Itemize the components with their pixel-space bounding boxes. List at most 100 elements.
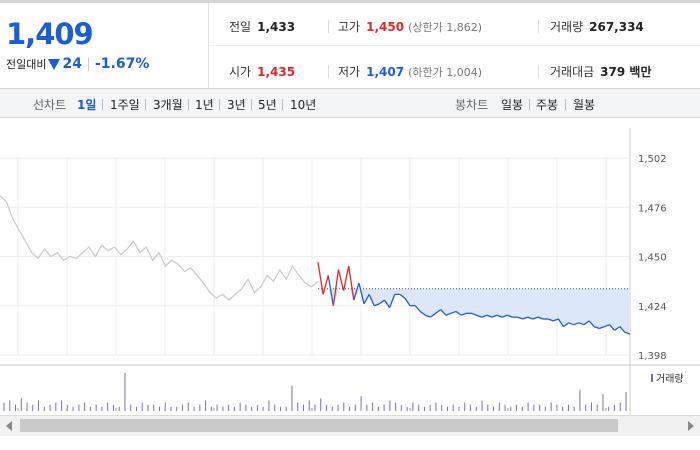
quote-summary: 1,409 전일대비 24 -1.67% 전일 1,433 고가 1,450 (상한가… [0, 0, 700, 88]
today-line-segment [322, 275, 329, 295]
low-price: 저가 1,407 (하한가 1,004) [338, 63, 482, 80]
change-label: 전일대비 [6, 58, 47, 71]
today-line-segment [578, 322, 585, 326]
candle-chart-label: 봉차트 [455, 98, 489, 112]
high-label: 고가 [338, 20, 361, 34]
divider [102, 99, 103, 110]
today-line-segment [435, 309, 442, 314]
tab-1y[interactable]: 1년 [195, 98, 214, 112]
volume-legend: 거래량 [656, 373, 684, 385]
today-line-segment [374, 303, 380, 307]
today-line-segment [604, 324, 610, 328]
today-line-segment [353, 282, 360, 301]
current-price: 1,409 [6, 17, 94, 51]
today-line-segment [414, 305, 421, 312]
today-line-segment [547, 318, 554, 322]
price-box: 1,409 전일대비 24 -1.67% [0, 3, 209, 88]
y-tick-label: 1,502 [638, 154, 667, 165]
today-line-segment [450, 310, 457, 314]
today-line-segment [378, 299, 385, 305]
volume-value: 267,334 [589, 20, 644, 34]
today-line-segment [496, 314, 503, 318]
today-line-segment [599, 325, 605, 330]
today-line-segment [455, 310, 462, 316]
chart-scrollbar[interactable] [0, 415, 700, 436]
divider [328, 20, 329, 33]
today-line-segment [557, 318, 565, 327]
tab-3y[interactable]: 3년 [227, 98, 246, 112]
today-line-segment [471, 312, 477, 316]
divider [538, 65, 539, 78]
divider [87, 57, 89, 71]
today-line-segment [614, 326, 621, 331]
history-line [0, 195, 319, 301]
tab-10y[interactable]: 10년 [290, 98, 317, 112]
today-line-segment [368, 294, 375, 307]
below-prev-close-area [318, 288, 630, 335]
high-value: 1,450 [366, 20, 405, 34]
volume: 거래량 267,334 [550, 18, 644, 35]
today-line-segment [342, 265, 350, 291]
today-line-segment [532, 316, 539, 320]
today-line-segment [588, 320, 595, 328]
scroll-thumb[interactable] [20, 419, 618, 432]
y-tick-label: 1,476 [638, 203, 667, 214]
today-line-segment [363, 294, 370, 305]
divider [219, 99, 220, 110]
today-line-segment [481, 314, 488, 318]
turnover-label: 거래대금 [550, 65, 595, 79]
volume-label: 거래량 [550, 20, 584, 34]
today-line-segment [460, 312, 467, 316]
change-percent: -1.67% [94, 56, 150, 72]
change-amount: 24 [62, 56, 82, 72]
scroll-left-arrow-icon[interactable] [6, 421, 12, 431]
divider [282, 99, 283, 110]
today-line-segment [619, 326, 626, 333]
today-line-segment [517, 316, 523, 320]
today-line-segment [563, 322, 570, 328]
today-line-segment [537, 316, 544, 320]
tab-monthly[interactable]: 월봉 [573, 98, 596, 112]
today-line-segment [389, 294, 396, 308]
prev-close: 전일 1,433 [229, 18, 295, 35]
today-line-segment [491, 314, 498, 318]
tab-3m[interactable]: 3개월 [153, 98, 183, 112]
price-chart: 1,502 1,476 1,450 1,424 1,398 거래량 [0, 128, 700, 415]
quote-info: 전일 1,433 고가 1,450 (상한가 1,862) 거래량 267,334 시가… [209, 3, 700, 88]
today-line-segment [440, 309, 447, 316]
tab-5y[interactable]: 5년 [258, 98, 277, 112]
tab-weekly[interactable]: 주봉 [536, 98, 559, 112]
today-line-segment [573, 322, 580, 326]
today-line-segment [522, 316, 528, 320]
high-price: 고가 1,450 (상한가 1,862) [338, 18, 482, 35]
today-line-segment [425, 314, 431, 318]
divider [188, 99, 189, 110]
low-value: 1,407 [366, 65, 405, 79]
today-line-segment [583, 320, 590, 326]
y-tick-label: 1,450 [638, 253, 667, 264]
divider [529, 99, 530, 110]
today-line-segment [404, 297, 411, 307]
scroll-right-arrow-icon[interactable] [688, 421, 694, 431]
tab-daily[interactable]: 일봉 [501, 98, 524, 112]
y-tick-label: 1,398 [638, 351, 667, 362]
today-line-segment [348, 265, 355, 301]
today-line-segment [317, 262, 324, 295]
open-label: 시가 [229, 65, 252, 79]
turnover: 거래대금 379 백만 [550, 63, 651, 80]
divider [145, 99, 146, 110]
today-line-segment [445, 312, 452, 316]
volume-legend-marker [651, 374, 653, 382]
today-line-segment [593, 325, 600, 330]
today-line-segment [527, 316, 534, 320]
lower-limit: (하한가 1,004) [408, 66, 482, 79]
today-line-segment [553, 318, 559, 322]
tab-1w[interactable]: 1주일 [110, 98, 140, 112]
prev-close-label: 전일 [229, 20, 252, 34]
turnover-value: 379 백만 [600, 65, 652, 79]
today-line-segment [327, 275, 334, 306]
today-line-segment [568, 322, 574, 326]
y-tick-label: 1,424 [638, 302, 667, 313]
divider [328, 65, 329, 78]
tab-1d[interactable]: 1일 [77, 98, 97, 112]
